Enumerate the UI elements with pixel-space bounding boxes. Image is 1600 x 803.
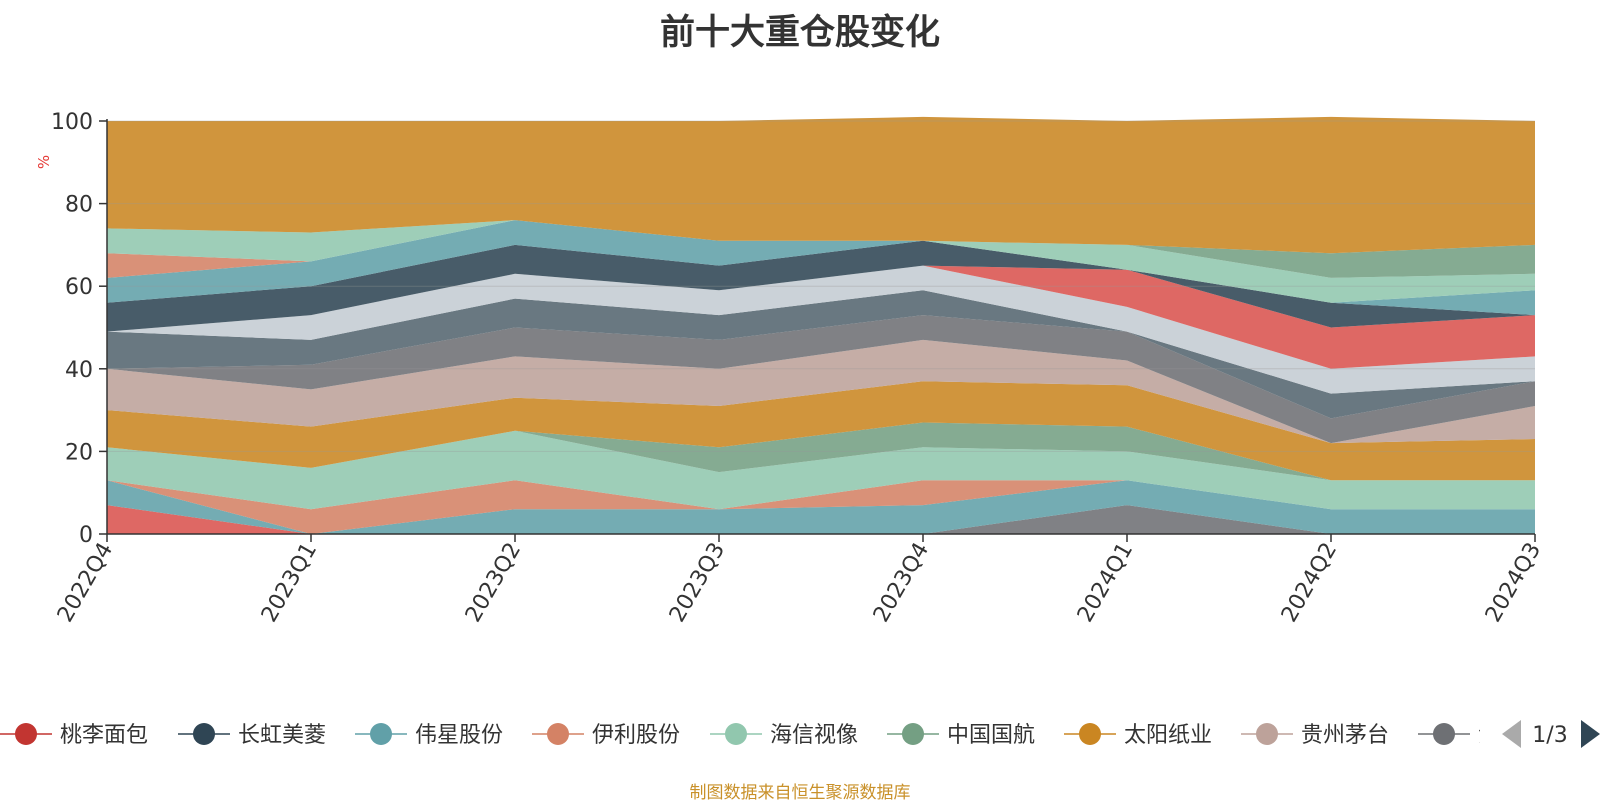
y-tick-label: 40 [65, 358, 93, 383]
area-series-3 [107, 480, 1535, 534]
area-series-6 [107, 381, 1535, 481]
area-series-13 [107, 220, 1535, 316]
legend-label: 贵州茅台 [1301, 723, 1389, 748]
x-tick-label: 2023Q4 [869, 539, 934, 627]
y-tick-label: 0 [79, 523, 93, 548]
x-tick-label: 2023Q2 [461, 539, 526, 627]
area-series-2 [107, 480, 1535, 534]
legend-marker [547, 723, 569, 745]
x-tick-label: 2024Q1 [1073, 539, 1138, 627]
area-series-group [107, 116, 1535, 534]
legend-label: 海信视像 [770, 723, 858, 748]
y-tick-label: 60 [65, 275, 93, 300]
x-tick-label: 2022Q4 [53, 539, 118, 627]
legend-marker [725, 723, 747, 745]
legend-marker [1079, 723, 1101, 745]
legend-label: 中国国航 [947, 723, 1035, 748]
legend-page-indicator: 1/3 [1532, 723, 1567, 748]
legend-item[interactable]: 伟星股份 [355, 723, 503, 748]
y-tick-label: 80 [65, 193, 93, 218]
area-series-0 [107, 505, 1535, 534]
legend: 桃李面包 长虹美菱 伟星股份 伊利股份 海信视像 中国国航 太阳纸业 贵州茅台 江 [0, 723, 1500, 748]
area-series-1 [107, 505, 1535, 534]
x-tick-label: 2023Q1 [257, 539, 322, 627]
legend-item[interactable]: 桃李面包 [0, 723, 148, 748]
area-series-4 [107, 430, 1535, 510]
legend-marker [15, 723, 37, 745]
legend-label: 太阳纸业 [1124, 723, 1212, 748]
y-axis-label: % [35, 155, 53, 169]
legend-next-icon[interactable] [1581, 720, 1600, 748]
legend-marker [370, 723, 392, 745]
x-tick-label: 2024Q3 [1481, 539, 1546, 627]
legend-label: 桃李面包 [60, 723, 148, 748]
footnote: 制图数据来自恒生聚源数据库 [689, 783, 911, 803]
legend-item[interactable]: 中国国航 [887, 723, 1035, 748]
legend-item[interactable]: 太阳纸业 [1064, 723, 1212, 748]
legend-label: 伊利股份 [592, 723, 680, 748]
area-series-18 [107, 116, 1535, 254]
legend-prev-icon[interactable] [1502, 720, 1521, 748]
legend-item[interactable]: 长虹美菱 [178, 723, 326, 748]
legend-marker [1256, 723, 1278, 745]
area-series-17 [107, 220, 1535, 262]
area-series-14 [107, 220, 1535, 303]
area-series-9 [107, 290, 1535, 419]
area-series-10 [107, 265, 1535, 394]
area-series-15 [107, 220, 1535, 278]
y-tick-label: 20 [65, 440, 93, 465]
legend-label: 伟星股份 [415, 723, 503, 748]
legend-marker [193, 723, 215, 745]
area-series-8 [107, 315, 1535, 444]
area-series-12 [107, 240, 1535, 332]
legend-label: 江 [1478, 723, 1500, 748]
legend-item[interactable]: 江 [1418, 723, 1500, 748]
area-series-5 [107, 422, 1535, 481]
legend-pager: 1/3 [1502, 720, 1600, 748]
legend-item[interactable]: 伊利股份 [532, 723, 680, 748]
y-tick-label: 100 [51, 110, 93, 135]
area-series-11 [107, 265, 1535, 369]
legend-marker [902, 723, 924, 745]
legend-label: 长虹美菱 [238, 723, 326, 748]
legend-item[interactable]: 海信视像 [710, 723, 858, 748]
legend-marker [1433, 723, 1455, 745]
chart-title: 前十大重仓股变化 [659, 13, 940, 53]
x-tick-label: 2023Q3 [665, 539, 730, 627]
legend-item[interactable]: 贵州茅台 [1241, 723, 1389, 748]
area-series-7 [107, 339, 1535, 444]
x-tick-label: 2024Q2 [1277, 539, 1342, 627]
